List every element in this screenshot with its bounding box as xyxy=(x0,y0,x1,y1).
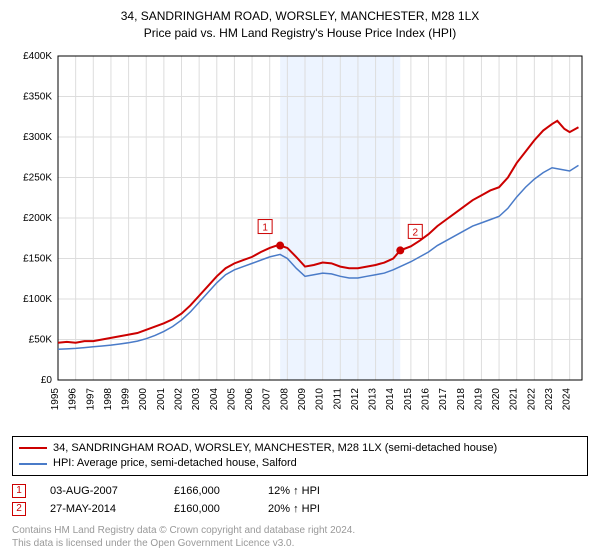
svg-text:1995: 1995 xyxy=(50,387,61,410)
chart-area: £0 £50K £100K £150K £200K £250K £300K £350K £400… xyxy=(12,50,588,430)
svg-text:£350K: £350K xyxy=(23,91,52,102)
svg-text:2: 2 xyxy=(412,227,418,238)
svg-text:2023: 2023 xyxy=(544,387,555,410)
svg-text:£100K: £100K xyxy=(23,294,52,305)
svg-text:2019: 2019 xyxy=(473,387,484,410)
legend-item: HPI: Average price, semi-detached house,… xyxy=(19,456,581,471)
svg-text:£50K: £50K xyxy=(29,334,53,345)
svg-text:2012: 2012 xyxy=(350,387,361,410)
marker-date: 27-MAY-2014 xyxy=(50,503,150,515)
title-line1: 34, SANDRINGHAM ROAD, WORSLEY, MANCHESTE… xyxy=(12,8,588,25)
svg-text:2013: 2013 xyxy=(368,387,379,410)
svg-text:£0: £0 xyxy=(41,375,53,386)
svg-text:2007: 2007 xyxy=(262,387,273,410)
legend-item: 34, SANDRINGHAM ROAD, WORSLEY, MANCHESTE… xyxy=(19,441,581,456)
svg-text:2016: 2016 xyxy=(421,387,432,410)
legend-label: 34, SANDRINGHAM ROAD, WORSLEY, MANCHESTE… xyxy=(53,441,497,456)
svg-text:1998: 1998 xyxy=(103,387,114,410)
marker-table: 1 03-AUG-2007 £166,000 12% ↑ HPI 2 27-MA… xyxy=(12,484,588,516)
marker-price: £166,000 xyxy=(174,485,244,497)
svg-text:2010: 2010 xyxy=(315,387,326,410)
marker-hpi: 20% ↑ HPI xyxy=(268,503,320,515)
marker-badge: 1 xyxy=(12,484,26,498)
footnote-line2: This data is licensed under the Open Gov… xyxy=(12,537,588,550)
svg-text:2003: 2003 xyxy=(191,387,202,410)
svg-text:£200K: £200K xyxy=(23,213,52,224)
svg-text:2017: 2017 xyxy=(438,387,449,410)
svg-text:2004: 2004 xyxy=(209,387,220,410)
svg-text:£300K: £300K xyxy=(23,132,52,143)
marker-price: £160,000 xyxy=(174,503,244,515)
marker-date: 03-AUG-2007 xyxy=(50,485,150,497)
svg-text:1: 1 xyxy=(262,222,268,233)
marker-hpi: 12% ↑ HPI xyxy=(268,485,320,497)
svg-text:£250K: £250K xyxy=(23,172,52,183)
svg-text:2015: 2015 xyxy=(403,387,414,410)
marker-badge: 2 xyxy=(12,502,26,516)
title-block: 34, SANDRINGHAM ROAD, WORSLEY, MANCHESTE… xyxy=(12,8,588,42)
legend: 34, SANDRINGHAM ROAD, WORSLEY, MANCHESTE… xyxy=(12,436,588,477)
svg-text:2002: 2002 xyxy=(174,387,185,410)
legend-label: HPI: Average price, semi-detached house,… xyxy=(53,456,297,471)
line-chart-svg: £0 £50K £100K £150K £200K £250K £300K £350K £400… xyxy=(12,50,588,430)
svg-text:2021: 2021 xyxy=(509,387,520,410)
svg-text:1997: 1997 xyxy=(85,387,96,410)
footnote-line1: Contains HM Land Registry data © Crown c… xyxy=(12,524,588,537)
svg-text:2022: 2022 xyxy=(526,387,537,410)
svg-text:2014: 2014 xyxy=(385,387,396,410)
legend-swatch xyxy=(19,447,47,449)
marker-row: 1 03-AUG-2007 £166,000 12% ↑ HPI xyxy=(12,484,588,498)
svg-text:2005: 2005 xyxy=(226,387,237,410)
legend-swatch xyxy=(19,463,47,465)
svg-text:2009: 2009 xyxy=(297,387,308,410)
chart-container: 34, SANDRINGHAM ROAD, WORSLEY, MANCHESTE… xyxy=(0,0,600,560)
footnote: Contains HM Land Registry data © Crown c… xyxy=(12,524,588,550)
svg-text:1999: 1999 xyxy=(121,387,132,410)
svg-text:2008: 2008 xyxy=(279,387,290,410)
svg-text:2018: 2018 xyxy=(456,387,467,410)
svg-text:2006: 2006 xyxy=(244,387,255,410)
svg-text:2000: 2000 xyxy=(138,387,149,410)
svg-text:1996: 1996 xyxy=(68,387,79,410)
marker-row: 2 27-MAY-2014 £160,000 20% ↑ HPI xyxy=(12,502,588,516)
svg-text:2024: 2024 xyxy=(562,387,573,410)
title-line2: Price paid vs. HM Land Registry's House … xyxy=(12,25,588,42)
svg-text:£150K: £150K xyxy=(23,253,52,264)
svg-text:2001: 2001 xyxy=(156,387,167,410)
svg-text:£400K: £400K xyxy=(23,51,52,62)
svg-text:2020: 2020 xyxy=(491,387,502,410)
svg-text:2011: 2011 xyxy=(332,387,343,409)
